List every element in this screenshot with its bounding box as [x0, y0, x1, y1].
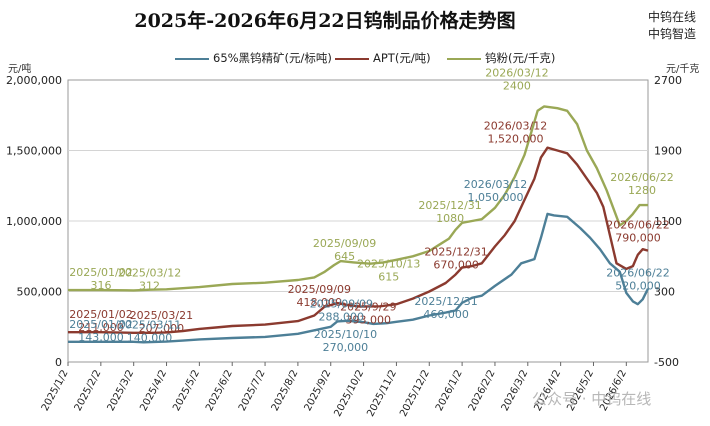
annotation-value: 670,000: [433, 259, 479, 272]
legend-item-apt: APT(元/吨): [335, 50, 431, 66]
annotation-date: 2025/10/10: [314, 328, 377, 341]
x-tick-label: 2025/8/2: [270, 368, 301, 413]
annotation-value: 316: [91, 279, 112, 292]
annotation-date: 2026/03/12: [484, 120, 547, 133]
annotation-value: 211,000: [78, 321, 124, 334]
y-left-tick-label: 500,000: [17, 286, 63, 299]
x-tick-label: 2025/12/2: [398, 368, 432, 418]
y-right-tick-label: 2700: [654, 74, 682, 87]
corner-watermark: 公众号 · 中钨在线: [532, 390, 652, 408]
x-tick-label: 2025/4/2: [138, 368, 169, 413]
x-tick-label: 2025/3/2: [106, 368, 137, 413]
annotation-date: 2026/03/12: [464, 178, 527, 191]
x-tick-label: 2025/9/2: [303, 368, 334, 413]
annotation-value: 460,000: [423, 308, 469, 321]
annotation-value: 312: [139, 279, 160, 292]
chart-legend: 65%黑钨精矿(元/标吨) APT(元/吨) 钨粉(元/千克): [175, 50, 595, 68]
annotation-value: 288,000: [319, 310, 365, 323]
annotation-value: 645: [334, 250, 355, 263]
annotation-date: 2025/12/31: [414, 295, 477, 308]
watermark-line-2: 中钨智造: [648, 27, 697, 41]
chart-title: 2025年-2026年6月22日钨制品价格走势图: [134, 10, 516, 32]
legend-label-powder: 钨粉(元/千克): [485, 51, 556, 65]
annotation-date: 2025/10/13: [357, 258, 420, 271]
annotation-date: 2025/12/31: [424, 246, 487, 259]
right-axis-unit: 元/千克: [666, 64, 700, 75]
x-tick-label: 2025/5/2: [171, 368, 202, 413]
legend-item-powder: 钨粉(元/千克): [447, 50, 555, 66]
y-left-tick-label: 1,500,000: [6, 145, 62, 158]
annotation-value: 270,000: [323, 341, 369, 354]
watermark-line-1: 中钨在线: [648, 10, 697, 24]
annotation-date: 2025/03/11: [118, 318, 181, 331]
y-left-tick-label: 1,000,000: [6, 215, 62, 228]
y-right-tick-label: 300: [654, 286, 675, 299]
annotation-date: 2025/12/31: [418, 199, 481, 212]
annotation-date: 2025/01/02: [69, 266, 132, 279]
annotation-date: 2025/09/09: [313, 237, 376, 250]
y-right-tick-label: 1900: [654, 145, 682, 158]
y-right-tick-label: -500: [654, 356, 679, 369]
annotation-date: 2025/09/09: [310, 297, 373, 310]
y-left-tick-label: 2,000,000: [6, 74, 62, 87]
series-line-concentrate: [68, 212, 650, 344]
annotation-value: 1,050,000: [468, 191, 524, 204]
x-tick-label: 2026/3/2: [500, 368, 531, 413]
annotation-date: 2026/06/22: [606, 267, 669, 280]
y-right-tick-label: 1100: [654, 215, 682, 228]
annotation-date: 2025/03/12: [118, 266, 181, 279]
x-tick-label: 2025/11/2: [365, 368, 399, 418]
legend-swatch-powder: [447, 57, 481, 60]
annotation-date: 2025/01/02: [69, 318, 132, 331]
annotation-date: 2025/03/21: [130, 309, 193, 322]
annotation-date: 2025/01/02: [69, 308, 132, 321]
legend-label-concentrate: 65%黑钨精矿(元/标吨): [213, 51, 332, 65]
annotation-value: 2400: [503, 79, 531, 92]
annotation-value: 1,520,000: [488, 133, 544, 146]
x-tick-label: 2025/1/2: [40, 368, 71, 413]
annotation-value: 418,000: [297, 296, 343, 309]
legend-item-concentrate: 65%黑钨精矿(元/标吨): [175, 50, 332, 66]
annotation-value: 1080: [436, 212, 464, 225]
annotation-date: 2025/9/29: [340, 301, 396, 314]
annotation-value: 1280: [628, 184, 656, 197]
annotation-date: 2026/06/22: [606, 219, 669, 232]
annotation-date: 2025/09/09: [288, 283, 351, 296]
x-tick-label: 2025/6/2: [204, 368, 235, 413]
legend-swatch-concentrate: [175, 57, 209, 60]
legend-label-apt: APT(元/吨): [373, 51, 431, 65]
left-axis-unit: 元/吨: [8, 64, 32, 75]
x-tick-label: 2025/7/2: [237, 368, 268, 413]
legend-swatch-apt: [335, 57, 369, 60]
x-tick-label: 2025/10/2: [332, 368, 366, 418]
annotation-value: 790,000: [615, 232, 661, 245]
annotation-value: 393,000: [346, 314, 392, 327]
annotation-value: 207,000: [139, 322, 185, 335]
annotation-value: 520,000: [615, 280, 661, 293]
y-left-tick-label: 0: [55, 356, 62, 369]
series-line-powder: [68, 105, 648, 292]
annotation-value: 143,000: [78, 331, 124, 344]
x-tick-label: 2025/2/2: [73, 368, 104, 413]
annotation-date: 2026/03/12: [485, 66, 548, 79]
series-line-apt: [68, 146, 649, 334]
x-tick-label: 2026/1/2: [434, 368, 465, 413]
annotation-value: 140,000: [127, 331, 173, 344]
x-tick-label: 2026/2/2: [467, 368, 498, 413]
annotation-date: 2026/06/22: [610, 171, 673, 184]
annotation-value: 615: [378, 271, 399, 284]
